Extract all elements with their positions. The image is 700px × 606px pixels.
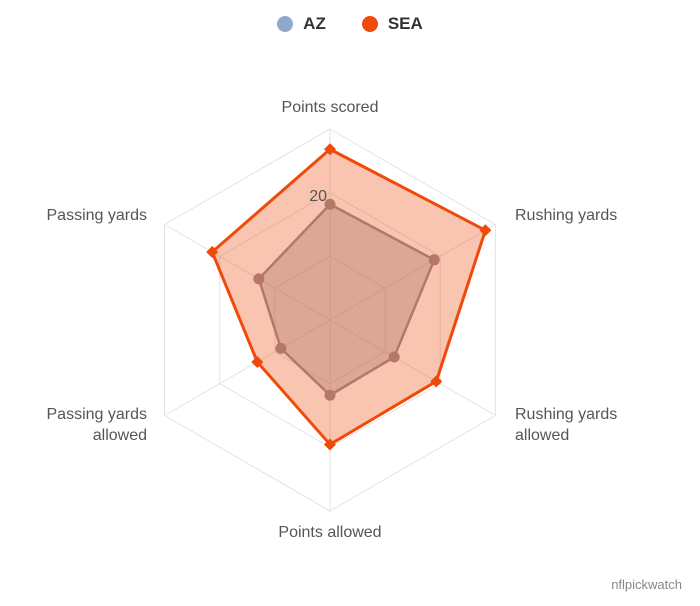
axis-label-points-allowed: Points allowed <box>278 524 382 541</box>
credit-text: nflpickwatch <box>611 577 682 592</box>
legend-label-az: AZ <box>303 14 326 33</box>
data-point-sea[interactable] <box>324 438 336 451</box>
grid-spoke <box>329 224 496 321</box>
legend-item-sea[interactable]: SEA <box>361 14 423 34</box>
data-point-az[interactable] <box>324 198 336 210</box>
data-point-az[interactable] <box>428 254 440 266</box>
axis-label-rushing-yards-allowed: Rushing yards allowed <box>515 406 618 444</box>
data-point-sea[interactable] <box>251 355 264 368</box>
data-point-az[interactable] <box>388 351 400 363</box>
data-point-az[interactable] <box>324 389 336 401</box>
legend: AZ SEA <box>0 14 700 34</box>
axis-label-passing-yards-allowed: Passing yards allowed <box>46 406 148 444</box>
series-sea[interactable] <box>206 143 492 451</box>
series-layer <box>206 143 492 451</box>
axis-label-passing-yards: Passing yards <box>46 207 148 224</box>
axis-label-rushing-yards: Rushing yards <box>515 207 618 224</box>
radar-grid <box>164 128 496 512</box>
legend-marker-sea <box>361 16 378 32</box>
grid-spoke <box>164 319 331 416</box>
grid-spoke <box>164 224 331 321</box>
data-point-sea[interactable] <box>206 245 219 258</box>
legend-marker-az <box>277 16 294 32</box>
series-az[interactable] <box>253 198 440 401</box>
data-point-az[interactable] <box>275 342 287 354</box>
data-point-sea[interactable] <box>479 224 492 237</box>
legend-label-sea: SEA <box>387 14 423 33</box>
axis-label-points-scored: Points scored <box>281 99 379 116</box>
grid-spoke <box>329 319 496 416</box>
series-area-sea <box>210 147 487 446</box>
radial-tick-label: 20 <box>309 188 327 205</box>
data-point-sea[interactable] <box>324 143 336 156</box>
data-point-az[interactable] <box>253 273 265 285</box>
legend-item-az[interactable]: AZ <box>277 14 326 34</box>
data-point-sea[interactable] <box>430 375 443 388</box>
